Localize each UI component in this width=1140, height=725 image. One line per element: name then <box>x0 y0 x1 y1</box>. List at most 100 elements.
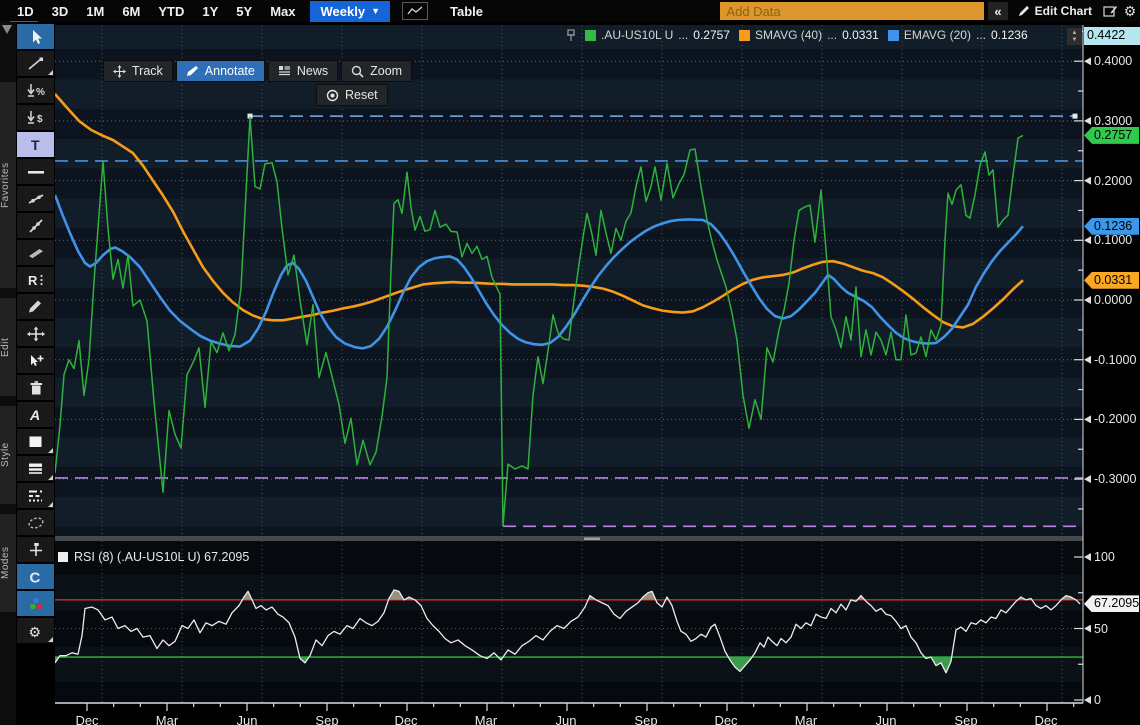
value-stepper[interactable]: ▲▼ <box>1067 28 1082 45</box>
toolbar-section-style: Style <box>0 406 16 504</box>
magnifier-icon <box>351 65 364 78</box>
tool-select-plus-icon[interactable] <box>17 348 54 373</box>
line-chart-icon <box>407 6 423 16</box>
x-axis-label: Jun <box>556 713 577 725</box>
axis-tick-label: -0.2000 <box>1094 412 1136 426</box>
legend-item-3[interactable]: EMAVG (20) ... 0.1236 <box>888 28 1028 42</box>
table-button[interactable]: Table <box>450 4 483 19</box>
edit-chart-button[interactable]: Edit Chart <box>1012 2 1098 20</box>
reset-button[interactable]: Reset <box>316 84 388 106</box>
range-tab-6m[interactable]: 6M <box>113 1 149 22</box>
x-axis-label: Sep <box>634 713 657 725</box>
annotate-pencil-icon <box>186 65 199 77</box>
tool-channel-icon[interactable] <box>17 240 54 265</box>
toolbar-buttons: %$ T R A C ⚙ <box>17 24 55 645</box>
settings-gear-icon[interactable]: ⚙ <box>1122 2 1138 20</box>
series-color-swatch <box>888 30 899 41</box>
tool-trendline-icon[interactable] <box>17 51 54 76</box>
range-tab-ytd[interactable]: YTD <box>149 1 193 22</box>
tool-anchor-icon[interactable] <box>17 537 54 562</box>
price-axis[interactable]: 0.40000.30000.20000.10000.0000-0.1000-0.… <box>1084 22 1140 725</box>
tool-font-icon[interactable]: A <box>17 402 54 427</box>
tool-segment-icon[interactable] <box>17 186 54 211</box>
chart-legend: .AU-US10L U ... 0.2757 SMAVG (40) ... 0.… <box>566 28 1028 42</box>
add-data-input[interactable] <box>720 2 984 20</box>
separator: ... <box>678 28 688 42</box>
svg-text:⚙: ⚙ <box>28 624 41 639</box>
svg-text:C: C <box>29 569 40 585</box>
tool-dollar-down-icon[interactable]: $ <box>17 105 54 130</box>
axis-tick-label: 0.4000 <box>1094 54 1132 68</box>
tool-regression-icon[interactable]: R <box>17 267 54 292</box>
arrow-down-icon: ▼ <box>1072 37 1078 44</box>
tool-percent-down-icon[interactable]: % <box>17 78 54 103</box>
chart-type-button[interactable] <box>402 2 428 20</box>
study-color-swatch <box>58 552 68 562</box>
x-axis-label: Dec <box>1034 713 1058 725</box>
news-button[interactable]: News <box>268 60 338 82</box>
tool-swatch-icon[interactable] <box>17 429 54 454</box>
tool-settings-icon[interactable]: ⚙ <box>17 618 54 643</box>
tool-text-icon[interactable]: T <box>17 132 54 157</box>
price-tag[interactable]: 0.1236 <box>1084 218 1139 235</box>
pin-icon[interactable] <box>566 29 576 42</box>
rsi-study-label[interactable]: RSI (8) (.AU-US10L U) 67.2095 <box>58 550 249 564</box>
tool-pencil-icon[interactable] <box>17 294 54 319</box>
separator: ... <box>976 28 986 42</box>
price-tag[interactable]: 67.2095 <box>1084 595 1139 612</box>
price-tag[interactable]: 0.2757 <box>1084 127 1139 144</box>
top-toolbar: 1D3D1M6MYTD1Y5YMax Weekly ▼ Table « Edit… <box>0 0 1140 22</box>
edit-chart-label: Edit Chart <box>1035 4 1092 18</box>
legend-item-1[interactable]: .AU-US10L U ... 0.2757 <box>585 28 730 42</box>
price-chart-canvas[interactable]: DecMarJunSepDecMarJunSepDecMarJunSepDec <box>55 22 1085 725</box>
range-tab-1d[interactable]: 1D <box>8 1 43 22</box>
tool-line-width-icon[interactable] <box>17 456 54 481</box>
x-axis-label: Dec <box>714 713 738 725</box>
track-crosshair-icon <box>113 65 126 78</box>
range-tab-1y[interactable]: 1Y <box>193 1 227 22</box>
zoom-button[interactable]: Zoom <box>341 60 412 82</box>
axis-tick-pointer <box>1084 117 1091 125</box>
period-selector[interactable]: Weekly ▼ <box>310 1 390 22</box>
tool-lasso-icon[interactable] <box>17 510 54 535</box>
range-tab-1m[interactable]: 1M <box>77 1 113 22</box>
zoom-label: Zoom <box>370 64 402 78</box>
x-axis-label: Sep <box>315 713 338 725</box>
tool-line-dash-icon[interactable] <box>17 483 54 508</box>
svg-text:T: T <box>31 137 40 153</box>
range-tab-3d[interactable]: 3D <box>43 1 78 22</box>
annotation-note-icon[interactable] <box>1102 2 1118 20</box>
collapse-panel-button[interactable]: « <box>988 2 1007 20</box>
tool-cursor-icon[interactable] <box>17 24 54 49</box>
topbar-right-cluster: « Edit Chart ⚙ <box>720 1 1138 21</box>
toolbar-section-modes: Modes <box>0 514 16 612</box>
tool-ray-icon[interactable] <box>17 213 54 238</box>
series-color-swatch <box>585 30 596 41</box>
reset-label: Reset <box>345 88 378 102</box>
price-tag[interactable]: 0.0331 <box>1084 272 1139 289</box>
series-value: 0.2757 <box>693 28 730 42</box>
drawing-toolbar: FavoritesEditStyleModes %$TRAC⚙ <box>0 22 55 725</box>
tool-colors-icon[interactable] <box>17 591 54 616</box>
tool-trash-icon[interactable] <box>17 375 54 400</box>
tool-horizontal-line-icon[interactable] <box>17 159 54 184</box>
range-tab-5y[interactable]: 5Y <box>227 1 261 22</box>
axis-tick-label: 50 <box>1094 622 1108 636</box>
axis-tick-label: 0.0000 <box>1094 293 1132 307</box>
axis-tick-pointer <box>1084 296 1091 304</box>
annotate-button[interactable]: Annotate <box>176 60 265 82</box>
legend-item-2[interactable]: SMAVG (40) ... 0.0331 <box>739 28 879 42</box>
news-label: News <box>297 64 328 78</box>
toolbar-section-strip: FavoritesEditStyleModes <box>0 22 16 725</box>
tool-compass-icon[interactable]: C <box>17 564 54 589</box>
flyout-indicator <box>48 637 53 642</box>
x-axis-label: Jun <box>237 713 258 725</box>
charting-application: 1D3D1M6MYTD1Y5YMax Weekly ▼ Table « Edit… <box>0 0 1140 725</box>
track-button[interactable]: Track <box>103 60 173 82</box>
axis-tick-pointer <box>1084 57 1091 65</box>
axis-tick-label: 0.1000 <box>1094 233 1132 247</box>
series-name: SMAVG (40) <box>755 28 822 42</box>
range-tab-max[interactable]: Max <box>261 1 304 22</box>
tool-move-icon[interactable] <box>17 321 54 346</box>
svg-text:R: R <box>28 273 38 288</box>
